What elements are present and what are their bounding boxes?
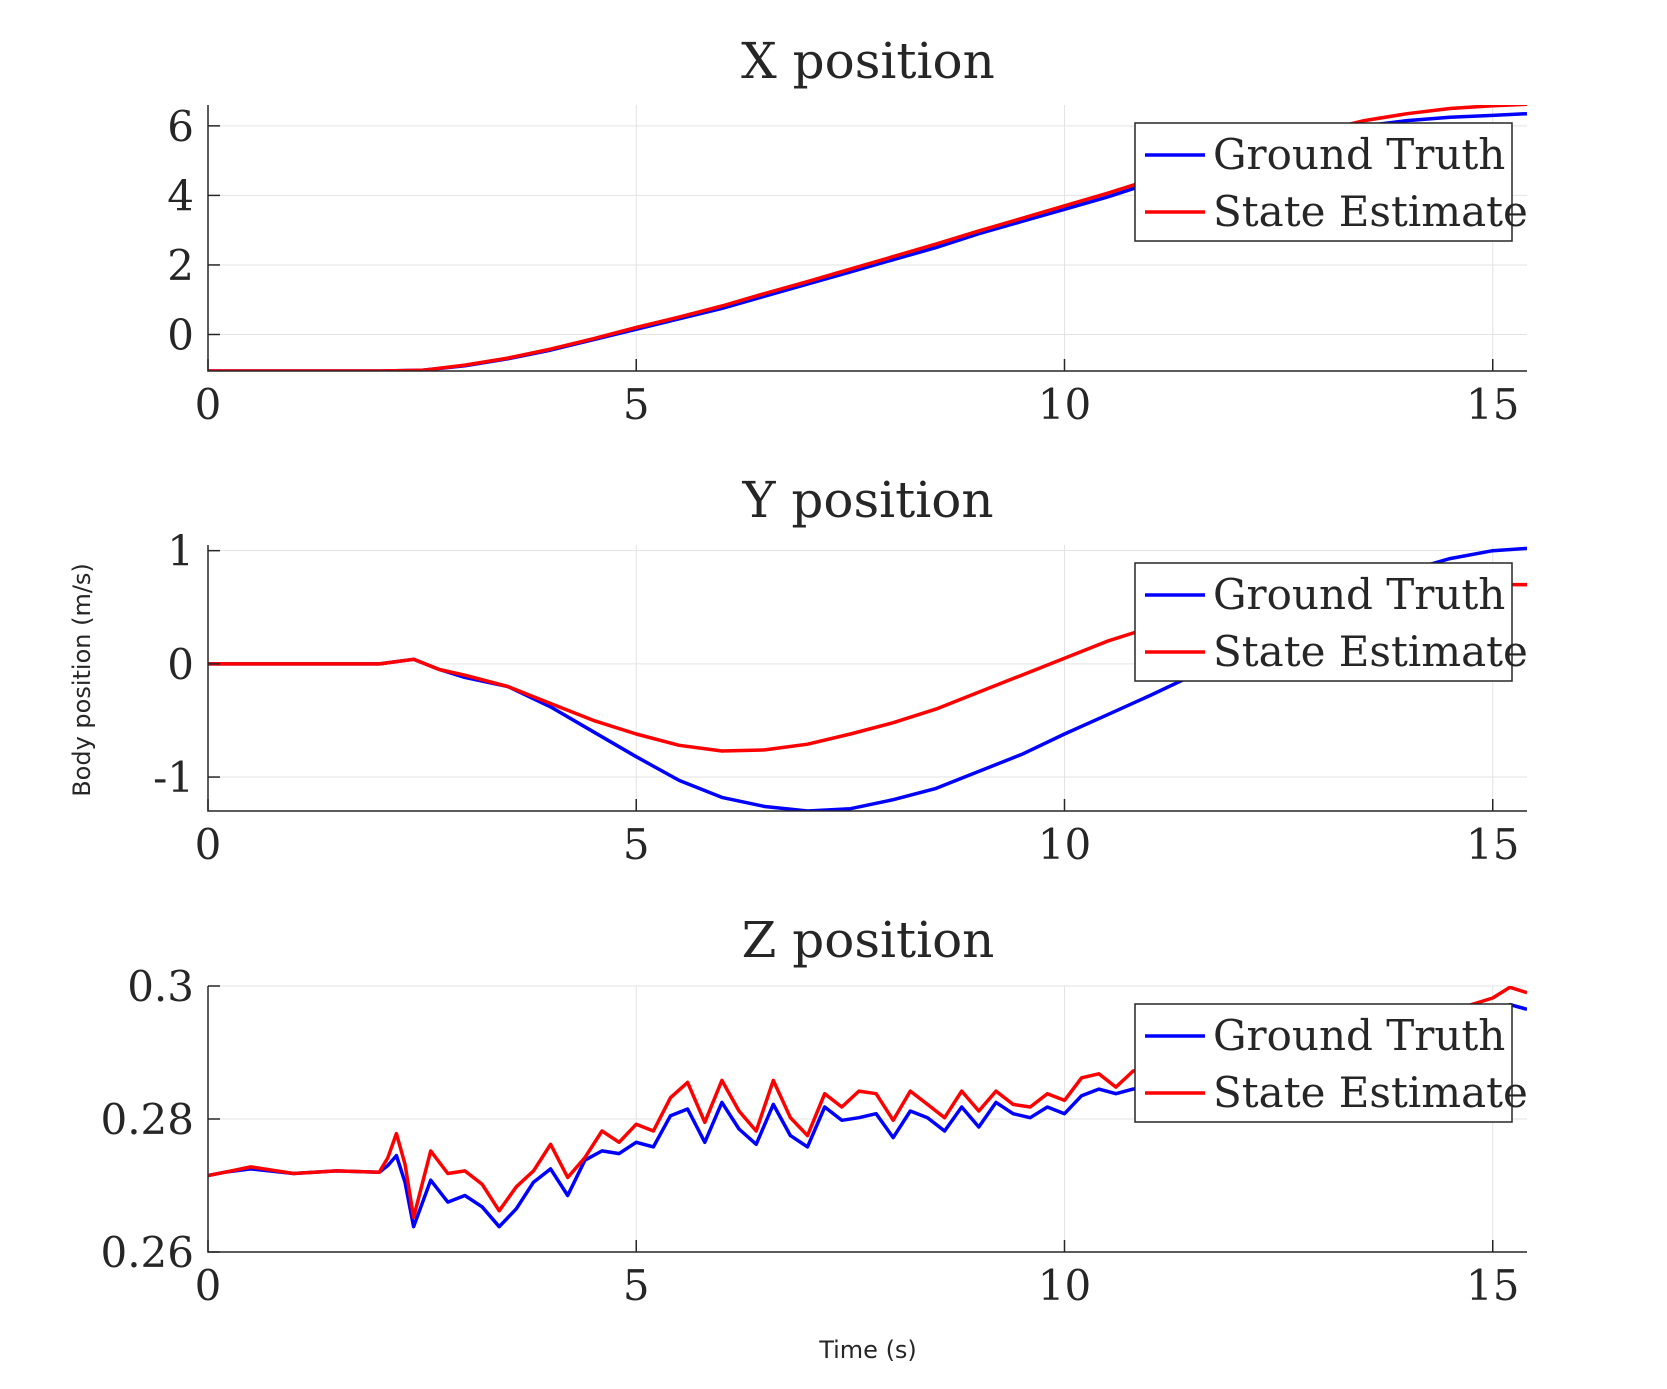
x-position-ytick-label: 4 [167,171,194,220]
y-position-legend-box [1134,562,1513,682]
y-position-xtick-label: 5 [623,820,650,869]
figure-ylabel: Body position (m/s) [68,563,96,797]
x-position-ytick-label: 6 [167,102,194,151]
y-position-ytick-label: 0 [167,640,194,689]
x-position-title: X position [741,32,995,90]
x-position-legend: Ground Truth State Estimate [1134,122,1528,242]
z-position-ytick-label: 0.28 [100,1095,194,1144]
x-position-ytick-label: 2 [167,241,194,290]
z-position-xtick-label: 0 [195,1261,222,1310]
z-position-xtick-label: 5 [623,1261,650,1310]
x-position-legend-box [1134,122,1513,242]
x-position-xtick-label: 5 [623,380,650,429]
z-position-xtick-label: 15 [1466,1261,1519,1310]
z-position-title: Z position [742,911,995,969]
figure-xlabel: Time (s) [818,1336,917,1364]
y-position-xtick-label: 0 [195,820,222,869]
x-position-panel: X position 0 5 10 15 0 2 4 6 Ground Truth State E… [167,32,1528,429]
x-position-legend-label-state-estimate: State Estimate [1213,187,1528,236]
y-position-legend: Ground Truth State Estimate [1134,562,1528,682]
y-position-xtick-label: 10 [1038,820,1091,869]
z-position-legend-box [1134,1003,1513,1123]
z-position-xtick-label: 10 [1038,1261,1091,1310]
x-position-xtick-label: 10 [1038,380,1091,429]
x-position-xtick-label: 15 [1466,380,1519,429]
x-position-ytick-label: 0 [167,310,194,359]
y-position-ytick-label: -1 [153,753,194,802]
x-position-legend-label-ground-truth: Ground Truth [1213,130,1505,179]
y-position-legend-label-ground-truth: Ground Truth [1213,570,1505,619]
y-position-ytick-label: 1 [167,527,194,576]
x-position-xtick-label: 0 [195,380,222,429]
z-position-legend: Ground Truth State Estimate [1134,1003,1528,1123]
z-position-ytick-label: 0.26 [100,1228,194,1277]
z-position-panel: Z position 0 5 10 15 0.26 0.28 0.3 Ground Truth… [100,911,1527,1310]
z-position-legend-label-state-estimate: State Estimate [1213,1068,1528,1117]
z-position-legend-label-ground-truth: Ground Truth [1213,1011,1505,1060]
y-position-title: Y position [741,471,993,529]
y-position-legend-label-state-estimate: State Estimate [1213,627,1528,676]
y-position-xtick-label: 15 [1466,820,1519,869]
z-position-ytick-label: 0.3 [127,962,194,1011]
